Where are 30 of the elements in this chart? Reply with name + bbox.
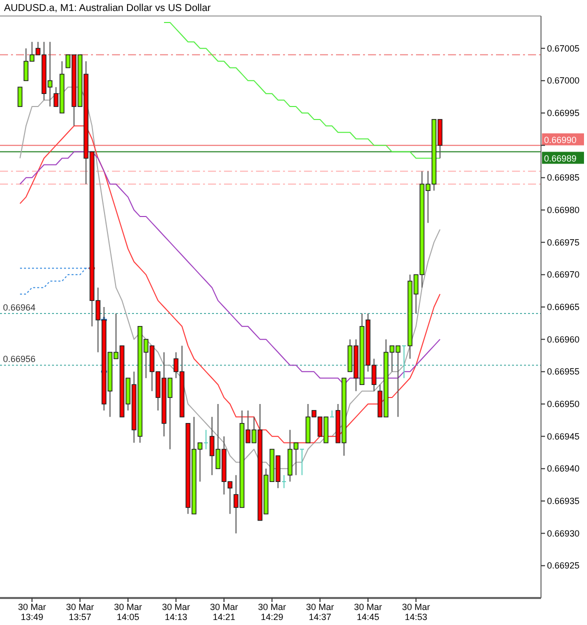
y-tick-label: 0.66935 (547, 496, 580, 506)
x-tick-label: 30 Mar 14:53 (402, 602, 430, 622)
y-tick-label: 0.66940 (547, 464, 580, 474)
x-tick-label: 30 Mar 13:57 (66, 602, 94, 622)
y-tick-label: 0.66980 (547, 205, 580, 215)
ref-line-label: 0.66964 (3, 302, 36, 312)
y-tick-label: 0.66975 (547, 237, 580, 248)
x-tick-label: 30 Mar 14:05 (114, 602, 142, 622)
y-tick-label: 0.66925 (547, 560, 580, 571)
ref-line-label: 0.66989 (544, 153, 577, 164)
y-tick-label: 0.66955 (547, 366, 580, 377)
y-tick-label: 0.66945 (547, 431, 580, 442)
x-tick-label: 30 Mar 14:29 (258, 602, 286, 622)
y-tick-label: 0.66960 (547, 334, 580, 344)
y-tick-label: 0.67005 (547, 43, 580, 54)
y-tick-label: 0.66930 (547, 528, 580, 538)
x-tick-label: 30 Mar 14:13 (162, 602, 190, 622)
y-tick-label: 0.67000 (547, 76, 580, 86)
y-tick-label: 0.66965 (547, 302, 580, 312)
x-tick-label: 30 Mar 14:21 (210, 602, 238, 622)
y-tick-label: 0.66985 (547, 172, 580, 183)
x-tick-label: 30 Mar 14:37 (306, 602, 334, 622)
x-tick-label: 30 Mar 13:49 (18, 602, 46, 622)
ref-line-label: 0.66990 (544, 134, 577, 145)
y-tick-label: 0.66995 (547, 108, 580, 118)
x-tick-label: 30 Mar 14:45 (354, 602, 382, 622)
chart-title: AUDUSD.a, M1: Australian Dollar vs US Dollar (4, 3, 212, 14)
y-tick-label: 0.66950 (547, 399, 580, 409)
ref-line-label: 0.66956 (3, 354, 36, 364)
y-tick-label: 0.66970 (547, 270, 580, 280)
